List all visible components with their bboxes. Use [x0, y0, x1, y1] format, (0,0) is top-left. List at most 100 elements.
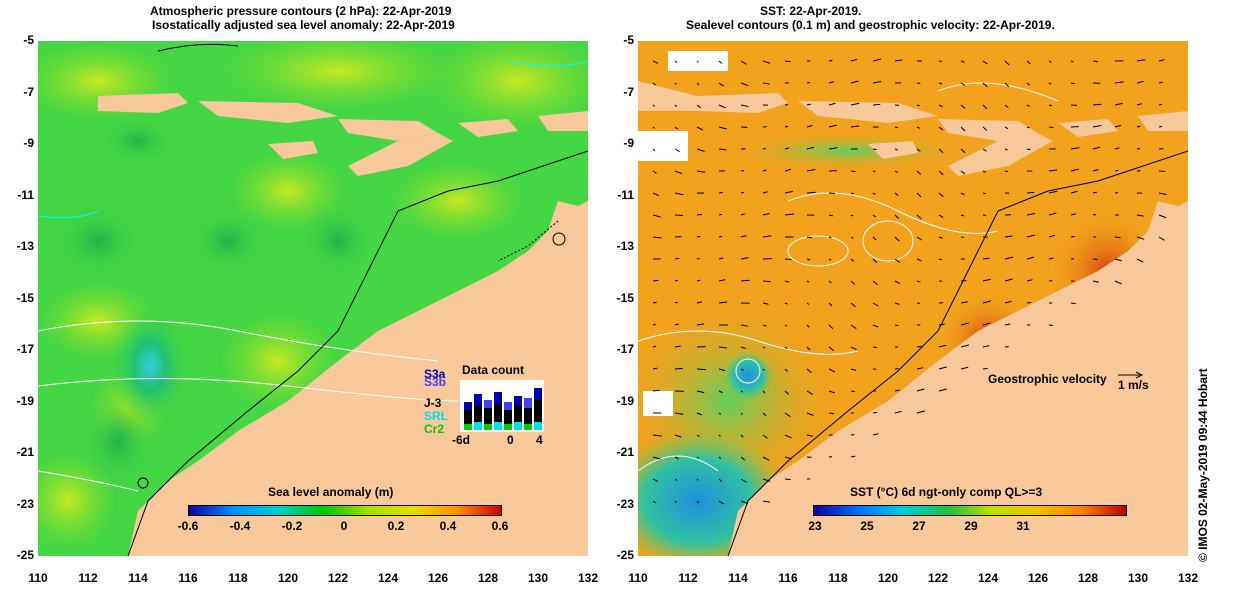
velocity-arrow — [916, 258, 922, 262]
velocity-arrow — [718, 412, 722, 415]
left-xtick: 112 — [78, 571, 98, 585]
velocity-arrow — [938, 236, 943, 239]
right-ytick: -19 — [616, 393, 634, 408]
velocity-arrow — [762, 280, 771, 283]
velocity-arrow — [828, 390, 836, 394]
right-ytick: -13 — [616, 239, 634, 253]
satellite-label-srl: SRL — [424, 409, 448, 423]
velocity-arrow — [762, 456, 770, 461]
velocity-arrow — [674, 500, 677, 503]
velocity-arrow — [916, 214, 922, 220]
velocity-arrow — [652, 345, 657, 348]
velocity-arrow — [674, 192, 684, 196]
data-count-xtick: 4 — [536, 433, 543, 447]
velocity-arrow — [762, 302, 769, 305]
velocity-arrow — [762, 212, 770, 216]
right-xtick: 114 — [728, 571, 748, 585]
velocity-arrow — [740, 235, 747, 238]
velocity-arrow — [982, 257, 990, 260]
velocity-arrow — [894, 280, 901, 284]
velocity-arrow — [1136, 236, 1145, 240]
sst-tick: 31 — [1016, 519, 1030, 533]
velocity-arrow — [762, 478, 771, 482]
velocity-arrow — [850, 236, 854, 240]
right-xtick: 112 — [678, 571, 698, 585]
velocity-arrow — [806, 125, 813, 128]
data-count-title: Data count — [462, 363, 525, 377]
velocity-arrow — [1158, 192, 1167, 196]
velocity-arrow — [784, 280, 790, 283]
velocity-arrow — [718, 82, 724, 87]
velocity-arrow — [872, 258, 878, 264]
left-ytick: -5 — [23, 33, 34, 47]
velocity-arrow — [872, 411, 878, 414]
velocity-arrow — [872, 280, 879, 286]
velocity-arrow — [982, 192, 986, 195]
sst-map — [638, 41, 1188, 556]
velocity-arrow — [1004, 82, 1010, 87]
sla-tick: -0.4 — [229, 519, 251, 533]
velocity-arrow — [718, 346, 728, 349]
velocity-arrow — [718, 104, 726, 109]
velocity-arrow — [674, 456, 679, 460]
velocity-arrow — [740, 257, 749, 260]
velocity-arrow — [784, 324, 788, 327]
velocity-arrow — [938, 323, 945, 326]
satellite-label-s3b: S3b — [424, 375, 447, 389]
right-ytick: -5 — [623, 33, 634, 47]
velocity-arrow — [894, 148, 898, 151]
velocity-arrow — [938, 344, 947, 348]
right-title-line2: Sealevel contours (0.1 m) and geostrophi… — [686, 18, 1055, 32]
velocity-arrow — [652, 279, 659, 282]
velocity-arrow — [894, 214, 900, 219]
velocity-arrow — [674, 434, 682, 438]
velocity-arrow — [982, 322, 991, 326]
velocity-arrow — [1070, 60, 1074, 63]
velocity-arrow — [872, 58, 882, 62]
velocity-arrow — [850, 214, 854, 217]
left-ytick: -25 — [16, 548, 34, 562]
velocity-arrow — [982, 148, 987, 152]
velocity-arrow — [652, 434, 662, 437]
sst-map-svg — [638, 41, 1188, 556]
velocity-arrow — [740, 390, 743, 393]
left-title-line2: Isostatically adjusted sea level anomaly… — [152, 18, 455, 32]
sea-level-anomaly-map — [38, 41, 588, 556]
left-title-line1: Atmospheric pressure contours (2 hPa): 2… — [150, 4, 452, 18]
velocity-arrow — [1114, 81, 1124, 84]
velocity-arrow — [1092, 280, 1099, 283]
velocity-arrow — [806, 346, 811, 351]
velocity-arrow — [828, 102, 836, 106]
satellite-label-s3a: S3a — [424, 367, 446, 381]
left-xtick: 118 — [228, 571, 248, 585]
velocity-arrow — [740, 104, 749, 108]
satellite-label-j3: J-3 — [424, 396, 442, 410]
velocity-arrow — [916, 236, 922, 241]
velocity-arrow — [1004, 300, 1012, 304]
velocity-arrow — [1070, 82, 1075, 85]
velocity-arrow — [1114, 236, 1121, 239]
velocity-arrow — [674, 60, 678, 63]
velocity-arrow — [1026, 256, 1035, 260]
velocity-arrow — [652, 389, 660, 392]
sst-colorbar-label: SST (°C) 6d ngt-only comp QL>=3 — [850, 485, 1043, 499]
velocity-arrow — [1004, 60, 1010, 66]
velocity-arrow — [784, 434, 792, 439]
velocity-arrow — [652, 500, 657, 504]
velocity-arrow — [740, 60, 747, 65]
velocity-arrow — [1026, 191, 1035, 194]
velocity-arrow — [916, 192, 922, 198]
sla-tick: -0.2 — [281, 519, 303, 533]
velocity-arrow — [1136, 80, 1144, 84]
left-ytick: -19 — [16, 393, 34, 408]
velocity-arrow — [872, 214, 877, 218]
velocity-arrow — [1048, 234, 1056, 238]
velocity-arrow — [1048, 257, 1054, 260]
velocity-arrow — [850, 102, 860, 106]
velocity-arrow — [784, 346, 788, 350]
velocity-arrow — [1048, 169, 1058, 172]
velocity-arrow — [1114, 169, 1119, 172]
sst-tick: 29 — [964, 519, 978, 533]
velocity-arrow — [894, 302, 900, 305]
velocity-arrow — [696, 412, 702, 416]
